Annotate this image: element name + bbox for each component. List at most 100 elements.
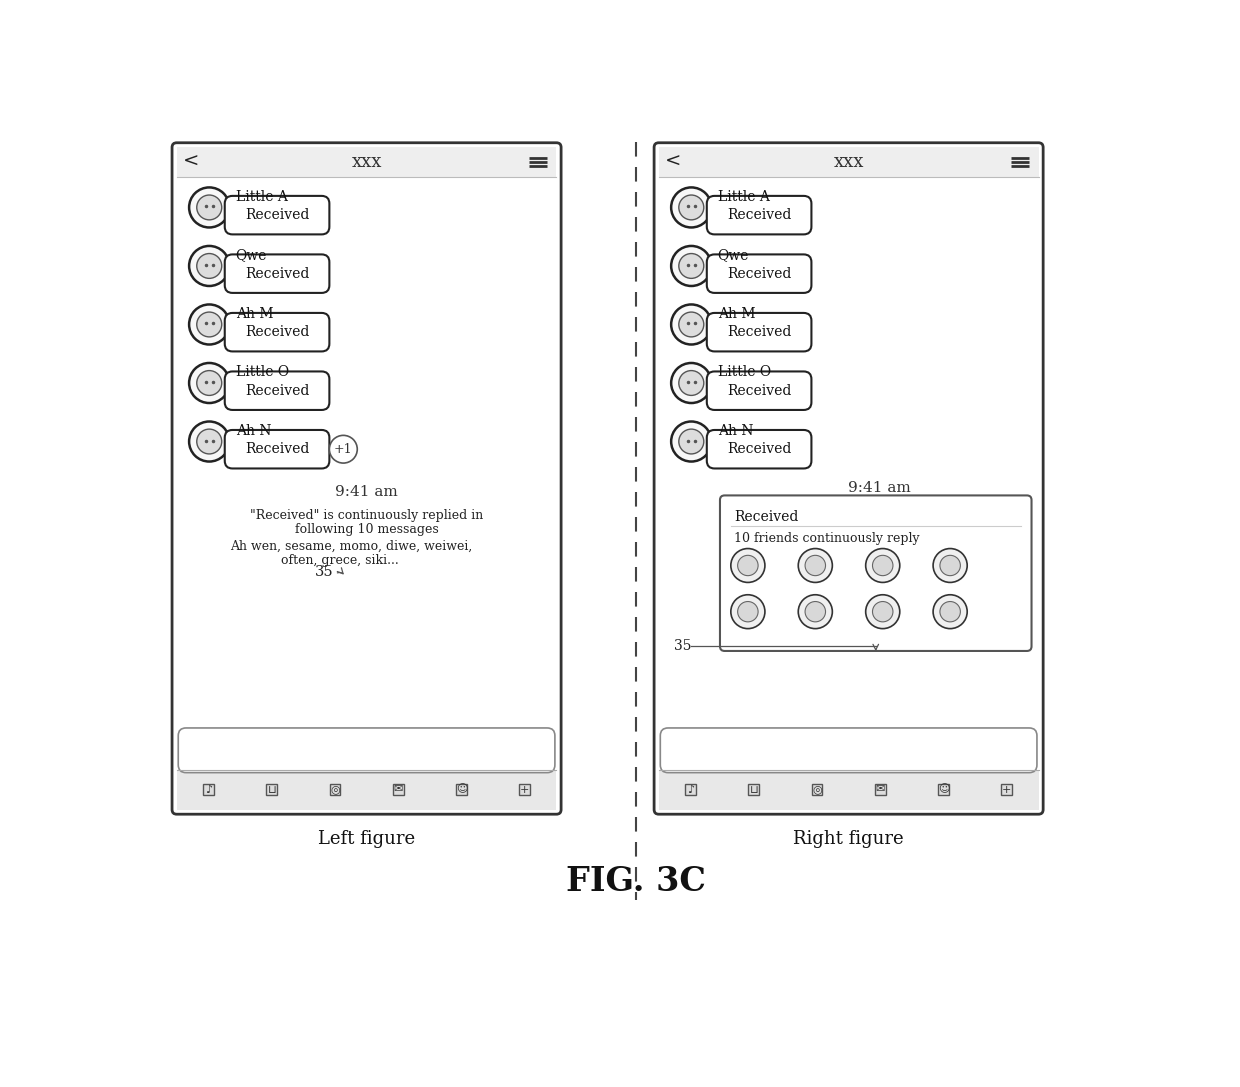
- Text: +: +: [1002, 785, 1012, 795]
- Circle shape: [188, 422, 229, 462]
- Text: ✉: ✉: [393, 785, 403, 795]
- Bar: [330, 784, 340, 795]
- Text: ♪: ♪: [205, 785, 212, 795]
- Circle shape: [671, 422, 712, 462]
- Text: Ah M: Ah M: [718, 307, 755, 321]
- Circle shape: [873, 601, 893, 622]
- Circle shape: [188, 246, 229, 286]
- Text: Right figure: Right figure: [794, 829, 904, 848]
- Text: Received: Received: [727, 325, 791, 339]
- Text: 10 friends continuously reply: 10 friends continuously reply: [734, 532, 920, 545]
- FancyBboxPatch shape: [655, 142, 1043, 814]
- Text: xxx: xxx: [833, 153, 864, 171]
- Circle shape: [671, 363, 712, 403]
- Text: ☺: ☺: [937, 785, 950, 795]
- Text: Left figure: Left figure: [317, 829, 415, 848]
- Text: Received: Received: [244, 442, 309, 457]
- FancyBboxPatch shape: [224, 430, 330, 468]
- Text: Qwe: Qwe: [718, 248, 749, 262]
- FancyBboxPatch shape: [224, 313, 330, 351]
- Text: Received: Received: [727, 384, 791, 398]
- Text: Received: Received: [734, 510, 799, 524]
- Circle shape: [188, 187, 229, 227]
- Text: Ah M: Ah M: [236, 307, 273, 321]
- Circle shape: [188, 363, 229, 403]
- Text: Received: Received: [727, 442, 791, 457]
- Text: Little A: Little A: [718, 189, 770, 203]
- Text: Received: Received: [244, 266, 309, 280]
- Text: Little O: Little O: [718, 365, 771, 379]
- Circle shape: [678, 371, 704, 396]
- FancyBboxPatch shape: [720, 496, 1032, 651]
- FancyBboxPatch shape: [224, 196, 330, 235]
- Text: Little O: Little O: [236, 365, 289, 379]
- Bar: [811, 784, 822, 795]
- Circle shape: [197, 312, 222, 337]
- Text: <: <: [665, 153, 681, 171]
- FancyBboxPatch shape: [707, 372, 811, 410]
- Bar: [748, 784, 759, 795]
- Bar: [875, 784, 885, 795]
- Text: ✉: ✉: [875, 785, 885, 795]
- Circle shape: [678, 253, 704, 278]
- Circle shape: [940, 555, 960, 576]
- Text: often, grece, siki...: often, grece, siki...: [280, 554, 398, 567]
- Text: Received: Received: [244, 384, 309, 398]
- Text: Little A: Little A: [236, 189, 288, 203]
- Text: +1: +1: [334, 442, 352, 455]
- Bar: [658, 148, 1039, 177]
- Bar: [939, 784, 949, 795]
- Text: ⊔: ⊔: [749, 785, 758, 795]
- Text: ⊔: ⊔: [268, 785, 277, 795]
- Bar: [267, 784, 277, 795]
- FancyBboxPatch shape: [660, 728, 1037, 773]
- Text: Ah N: Ah N: [718, 424, 753, 438]
- Text: ♪: ♪: [687, 785, 694, 795]
- Circle shape: [197, 195, 222, 220]
- Bar: [176, 770, 557, 810]
- Circle shape: [805, 555, 826, 576]
- Bar: [176, 148, 557, 177]
- Bar: [393, 784, 404, 795]
- Text: ◎: ◎: [812, 785, 822, 795]
- Circle shape: [671, 187, 712, 227]
- FancyBboxPatch shape: [172, 142, 560, 814]
- FancyBboxPatch shape: [707, 430, 811, 468]
- Circle shape: [799, 595, 832, 628]
- Circle shape: [934, 549, 967, 583]
- Circle shape: [197, 253, 222, 278]
- Circle shape: [805, 601, 826, 622]
- FancyBboxPatch shape: [707, 254, 811, 292]
- FancyBboxPatch shape: [707, 313, 811, 351]
- Circle shape: [197, 429, 222, 454]
- Text: Received: Received: [244, 208, 309, 222]
- Text: <: <: [182, 153, 198, 171]
- FancyBboxPatch shape: [707, 196, 811, 235]
- Circle shape: [730, 595, 765, 628]
- Circle shape: [866, 549, 900, 583]
- Text: FIG. 3C: FIG. 3C: [565, 864, 706, 898]
- Circle shape: [330, 436, 357, 463]
- Text: ◎: ◎: [330, 785, 340, 795]
- Circle shape: [934, 595, 967, 628]
- Text: Ah wen, sesame, momo, diwe, weiwei,: Ah wen, sesame, momo, diwe, weiwei,: [229, 540, 472, 553]
- Circle shape: [671, 304, 712, 345]
- Bar: [684, 784, 696, 795]
- Text: Ah N: Ah N: [236, 424, 272, 438]
- Circle shape: [738, 601, 758, 622]
- Text: "Received" is continuously replied in: "Received" is continuously replied in: [250, 510, 484, 522]
- Text: Received: Received: [727, 208, 791, 222]
- Circle shape: [730, 549, 765, 583]
- Text: 35: 35: [675, 639, 692, 653]
- Text: 9:41 am: 9:41 am: [335, 485, 398, 499]
- Text: 9:41 am: 9:41 am: [848, 480, 911, 495]
- FancyBboxPatch shape: [224, 372, 330, 410]
- Circle shape: [678, 195, 704, 220]
- Circle shape: [197, 371, 222, 396]
- Circle shape: [671, 246, 712, 286]
- Circle shape: [873, 555, 893, 576]
- FancyBboxPatch shape: [224, 254, 330, 292]
- Text: following 10 messages: following 10 messages: [295, 523, 439, 536]
- Circle shape: [678, 429, 704, 454]
- FancyBboxPatch shape: [179, 728, 556, 773]
